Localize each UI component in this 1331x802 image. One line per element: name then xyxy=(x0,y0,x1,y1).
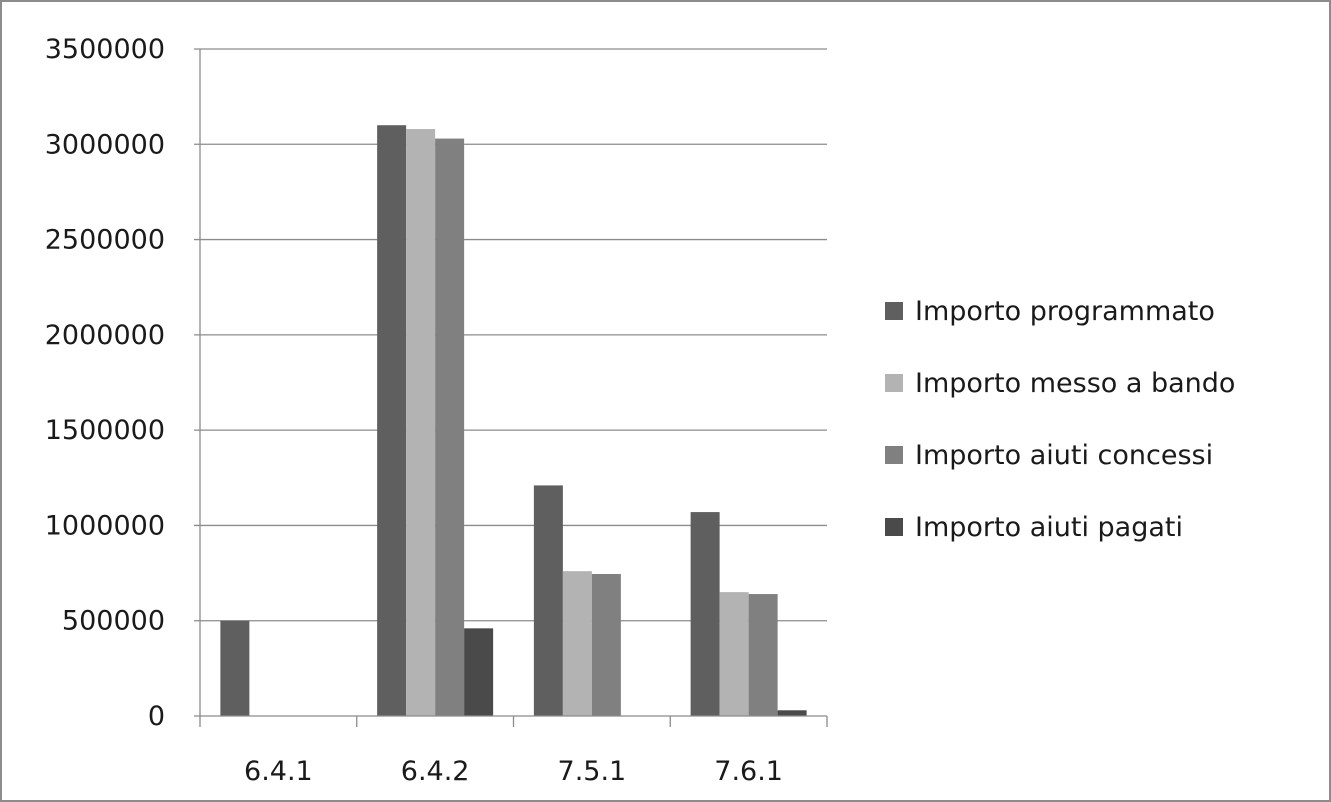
x-tick-label: 7.6.1 xyxy=(714,756,783,787)
y-tick-label: 2000000 xyxy=(45,320,165,351)
axes xyxy=(194,49,828,727)
legend-label: Importo aiuti concessi xyxy=(915,439,1214,471)
bars xyxy=(220,125,807,717)
bar xyxy=(690,512,720,716)
legend-swatch xyxy=(885,518,903,536)
legend-swatch xyxy=(885,374,903,392)
y-tick-label: 3000000 xyxy=(45,129,165,160)
x-tick-label: 6.4.2 xyxy=(401,756,470,787)
legend-label: Importo messo a bando xyxy=(915,367,1236,399)
legend-swatch xyxy=(885,446,903,464)
y-tick-label: 3500000 xyxy=(45,34,165,65)
bar xyxy=(377,125,407,716)
y-tick-label: 1000000 xyxy=(45,510,165,541)
legend-item: Importo messo a bando xyxy=(885,359,1315,407)
y-tick-label: 1500000 xyxy=(45,415,165,446)
gridlines xyxy=(194,48,827,622)
legend-item: Importo programmato xyxy=(885,287,1315,335)
bar xyxy=(777,710,807,716)
y-tick-label: 500000 xyxy=(62,606,165,637)
x-tick-label: 7.5.1 xyxy=(558,756,627,787)
bar xyxy=(719,592,749,716)
legend-label: Importo aiuti pagati xyxy=(915,511,1183,543)
legend-item: Importo aiuti pagati xyxy=(885,503,1315,551)
x-axis-tick-labels: 6.4.1 6.4.2 7.5.1 7.6.1 xyxy=(244,756,783,787)
legend-item: Importo aiuti concessi xyxy=(885,431,1315,479)
bar xyxy=(533,485,563,716)
bar xyxy=(562,571,592,716)
bar xyxy=(748,594,778,716)
bar xyxy=(591,574,621,716)
legend: Importo programmato Importo messo a bando… xyxy=(885,287,1315,575)
legend-label: Importo programmato xyxy=(915,295,1215,327)
y-tick-label: 2500000 xyxy=(45,225,165,256)
y-tick-label: 0 xyxy=(148,701,165,732)
x-tick-label: 6.4.1 xyxy=(244,756,313,787)
bar xyxy=(220,620,250,716)
legend-swatch xyxy=(885,302,903,320)
bar xyxy=(464,628,494,716)
y-axis-tick-labels: 0 500000 1000000 1500000 2000000 2500000 30000… xyxy=(45,34,165,732)
bar xyxy=(406,129,436,717)
bar xyxy=(435,138,465,716)
